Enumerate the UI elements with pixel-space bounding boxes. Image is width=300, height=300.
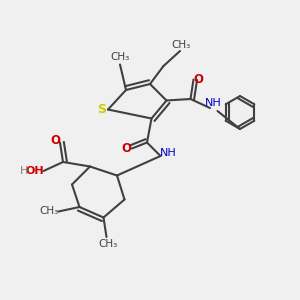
Text: OH: OH bbox=[25, 166, 44, 176]
Text: O: O bbox=[193, 73, 203, 86]
Text: CH₃: CH₃ bbox=[98, 238, 118, 249]
Text: CH₃: CH₃ bbox=[172, 40, 191, 50]
Text: CH₃: CH₃ bbox=[40, 206, 59, 217]
Text: S: S bbox=[98, 103, 106, 116]
Text: CH₃: CH₃ bbox=[110, 52, 130, 62]
Text: NH: NH bbox=[160, 148, 176, 158]
Text: O: O bbox=[121, 142, 131, 155]
Text: O: O bbox=[50, 134, 61, 148]
Text: H: H bbox=[20, 166, 28, 176]
Text: NH: NH bbox=[205, 98, 221, 109]
